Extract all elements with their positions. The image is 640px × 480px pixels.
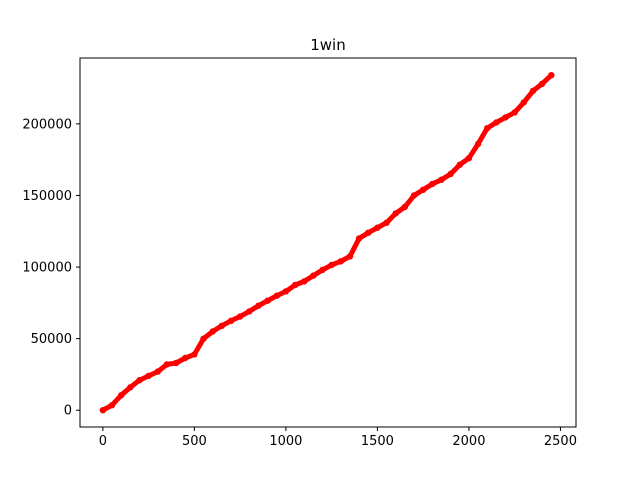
data-point: [465, 155, 473, 162]
data-point: [328, 261, 335, 269]
data-point: [493, 119, 500, 126]
data-point: [154, 368, 161, 375]
data-point: [246, 308, 253, 315]
data-point: [447, 170, 454, 178]
y-tick-label: 0: [64, 404, 72, 419]
data-point: [337, 258, 344, 265]
data-point: [420, 186, 427, 193]
data-point: [264, 297, 271, 304]
data-point: [108, 402, 116, 409]
data-point: [99, 407, 107, 414]
x-tick-label: 2500: [544, 434, 577, 449]
data-point: [236, 313, 244, 320]
data-point: [310, 272, 317, 279]
x-tick-label: 2000: [452, 434, 485, 449]
data-point: [392, 210, 399, 217]
data-point: [502, 114, 509, 121]
data-point: [401, 203, 409, 211]
data-point: [383, 219, 390, 226]
data-point: [520, 99, 527, 106]
data-point: [355, 235, 363, 242]
data-point: [118, 392, 125, 399]
chart-title: 1win: [310, 36, 346, 54]
data-point: [456, 161, 463, 168]
x-tick-label: 500: [182, 434, 207, 449]
data-point: [548, 72, 555, 79]
data-point: [191, 351, 198, 358]
data-point: [365, 229, 372, 236]
data-point: [291, 281, 299, 289]
data-point: [127, 384, 134, 391]
data-point: [255, 302, 262, 309]
data-point: [319, 266, 326, 274]
data-point: [136, 377, 143, 384]
data-point: [438, 176, 445, 183]
x-tick-label: 1500: [361, 434, 394, 449]
data-point: [273, 292, 280, 299]
data-point: [145, 372, 152, 380]
data-point: [429, 180, 436, 188]
plot-area: 0 500 1000 1500 2000 2500 0 50000 100000 150000 20…: [22, 57, 577, 449]
y-tick-label: 100000: [22, 261, 72, 276]
data-point: [374, 224, 381, 231]
x-tick-label: 1000: [269, 434, 302, 449]
data-point: [538, 80, 546, 88]
axes-frame: [79, 57, 577, 428]
data-point: [209, 328, 216, 335]
data-point: [172, 359, 180, 367]
data-point: [218, 322, 225, 329]
data-point: [227, 317, 235, 324]
data-point: [163, 361, 171, 368]
data-point: [529, 87, 537, 95]
data-point: [182, 354, 189, 362]
data-point: [346, 253, 354, 260]
data-point: [410, 192, 418, 199]
data-point: [301, 278, 308, 285]
data-point: [200, 335, 207, 342]
data-point: [511, 109, 518, 116]
y-tick-label: 50000: [31, 332, 72, 347]
data-point: [484, 125, 491, 132]
y-tick-label: 150000: [22, 189, 72, 204]
x-tick-label: 0: [99, 434, 107, 449]
data-point: [474, 140, 482, 148]
y-tick-label: 200000: [22, 117, 72, 132]
data-point: [282, 288, 290, 295]
